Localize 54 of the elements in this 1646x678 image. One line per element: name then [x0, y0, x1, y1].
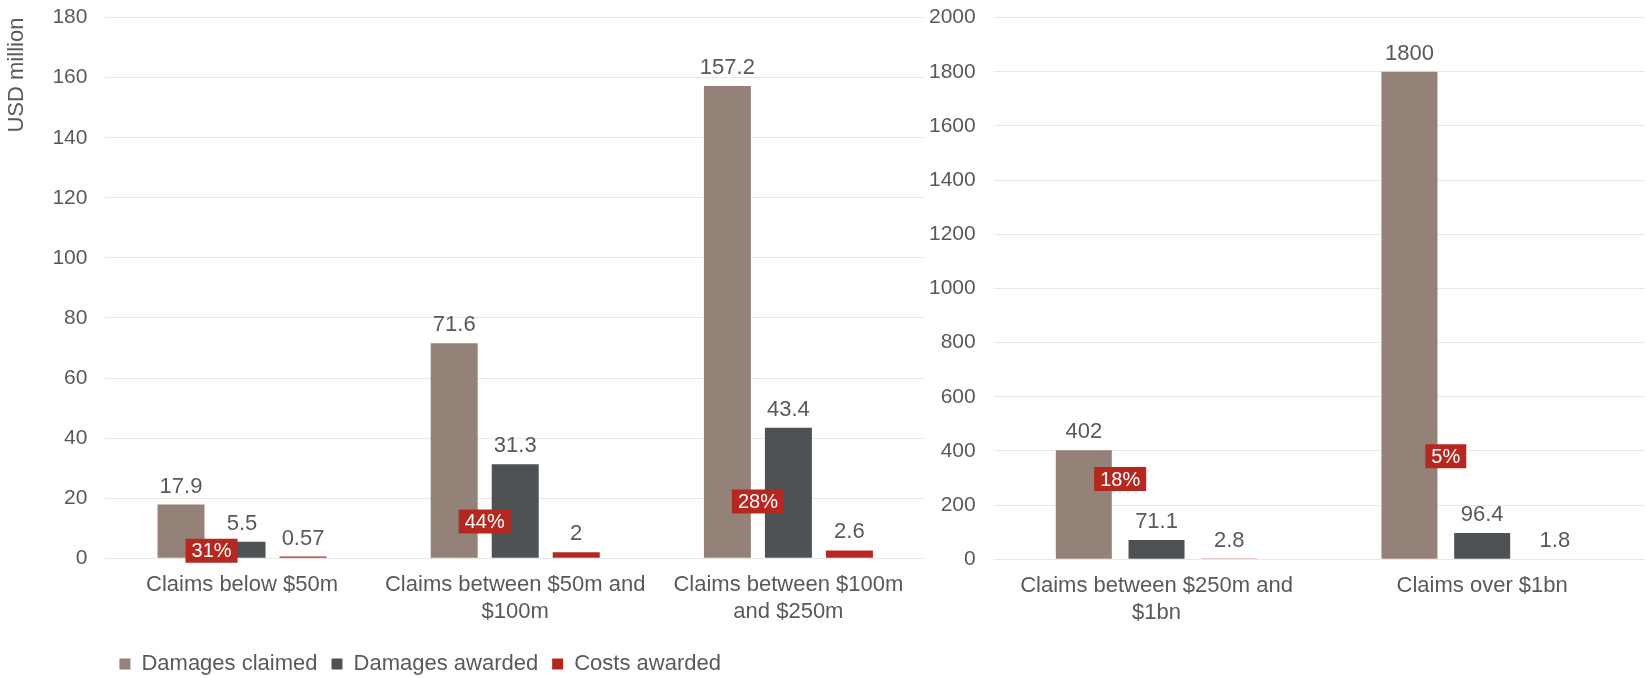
y-tick-label: 200 — [940, 491, 976, 515]
legend-label: Damages claimed — [141, 650, 318, 676]
annotation: 31% — [191, 539, 232, 562]
x-tick-label: Claims between $50m and $100m — [384, 571, 646, 623]
data-label: 43.4 — [766, 395, 810, 421]
x-tick-label: Claims between $250m and $1bn — [1020, 572, 1293, 624]
data-label: 2.8 — [1213, 526, 1245, 552]
x-tick-label: Claims between $100m and $250m — [673, 571, 904, 623]
annotation: 5% — [1431, 444, 1461, 467]
y-axis-title: USD million — [3, 17, 29, 133]
y-tick-label: 100 — [52, 244, 88, 268]
annotation: 28% — [737, 489, 779, 512]
y-tick-label: 120 — [52, 184, 88, 208]
y-tick-label: 1800 — [929, 58, 976, 82]
y-tick-label: 800 — [940, 329, 976, 353]
data-label: 402 — [1065, 418, 1103, 444]
data-label: 31.3 — [493, 432, 537, 458]
y-tick-label: 600 — [940, 383, 976, 407]
x-tick-label: Claims below $50m — [146, 571, 339, 597]
legend-label: Damages awarded — [353, 650, 539, 676]
data-label: 2 — [570, 520, 583, 546]
data-label: 71.1 — [1135, 508, 1178, 534]
y-tick-label: 1000 — [929, 275, 976, 299]
data-label: 1800 — [1384, 39, 1434, 65]
data-label: 1.8 — [1539, 526, 1571, 552]
bar — [1128, 539, 1185, 559]
data-label: 2.6 — [834, 518, 865, 544]
data-label: 17.9 — [159, 472, 203, 498]
data-label: 5.5 — [226, 509, 258, 535]
annotation: 18% — [1100, 467, 1141, 490]
y-tick-label: 20 — [64, 484, 88, 508]
bar — [1454, 533, 1511, 559]
data-label: 71.6 — [432, 311, 476, 337]
legend-label: Costs awarded — [574, 650, 721, 676]
y-tick-label: 0 — [964, 546, 976, 569]
data-label: 96.4 — [1460, 501, 1504, 527]
bar — [825, 550, 873, 558]
x-tick-label: Claims over $1bn — [1396, 572, 1568, 598]
y-tick-label: 40 — [64, 424, 88, 448]
data-label: 0.57 — [281, 524, 325, 550]
y-tick-label: 1400 — [929, 166, 976, 190]
y-tick-label: 1200 — [929, 221, 976, 245]
y-tick-label: 2000 — [929, 4, 976, 28]
y-tick-label: 400 — [940, 437, 976, 461]
y-tick-label: 0 — [75, 545, 88, 568]
y-tick-label: 1600 — [929, 112, 976, 136]
y-tick-label: 60 — [64, 364, 88, 388]
y-tick-label: 180 — [52, 4, 88, 28]
y-tick-label: 160 — [52, 64, 88, 88]
bar — [552, 552, 600, 558]
annotation: 44% — [464, 509, 505, 532]
y-tick-label: 80 — [64, 304, 88, 328]
data-label: 157.2 — [699, 54, 755, 80]
y-tick-label: 140 — [52, 124, 88, 148]
